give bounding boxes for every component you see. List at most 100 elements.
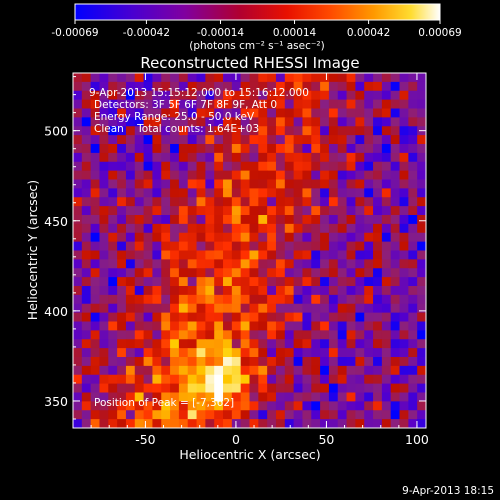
heatmap-cell: [187, 197, 198, 207]
heatmap-cell: [249, 152, 259, 163]
heatmap-cell: [125, 365, 136, 376]
heatmap-cell: [125, 90, 136, 101]
heatmap-cell: [108, 179, 118, 189]
heatmap-cell: [125, 161, 136, 172]
heatmap-cell: [275, 374, 286, 385]
heatmap-cell: [293, 161, 304, 172]
heatmap-cell: [267, 232, 277, 243]
heatmap-cell: [408, 277, 418, 287]
heatmap-cell: [205, 108, 215, 118]
heatmap-cell: [302, 357, 312, 367]
heatmap-cell: [178, 312, 189, 323]
heatmap-cell: [178, 392, 189, 402]
heatmap-cell: [364, 357, 374, 367]
heatmap-cell: [223, 419, 233, 428]
heatmap-cell: [205, 170, 215, 181]
heatmap-cell: [258, 286, 268, 296]
heatmap-cell: [373, 108, 383, 118]
heatmap-cell: [170, 73, 180, 83]
heatmap-cell: [267, 223, 277, 234]
heatmap-cell: [390, 206, 401, 216]
heatmap-cell: [284, 330, 295, 340]
heatmap-cell: [417, 179, 426, 189]
heatmap-cell: [399, 179, 409, 189]
heatmap-cell: [399, 339, 409, 349]
heatmap-cell: [205, 206, 215, 216]
annotation-time-range: 9-Apr-2013 15:15:12.000 to 15:16:12.000: [89, 87, 309, 99]
heatmap-cell: [214, 197, 224, 207]
heatmap-cell: [99, 303, 109, 314]
heatmap-cell: [311, 330, 321, 340]
heatmap-cell: [293, 365, 304, 376]
heatmap-cell: [240, 135, 251, 145]
heatmap-cell: [99, 170, 109, 181]
heatmap-cell: [373, 170, 383, 181]
heatmap-cell: [364, 73, 374, 83]
heatmap-cell: [355, 410, 365, 420]
heatmap-cell: [364, 401, 374, 411]
heatmap-cell: [258, 392, 268, 402]
heatmap-cell: [399, 303, 409, 314]
heatmap-cell: [223, 383, 233, 394]
heatmap-cell: [187, 179, 198, 189]
heatmap-cell: [240, 321, 251, 331]
heatmap-cell: [320, 268, 330, 278]
heatmap-cell: [161, 268, 171, 278]
heatmap-cell: [231, 179, 242, 189]
heatmap-cell: [381, 188, 392, 198]
heatmap-cell: [134, 161, 145, 172]
heatmap-cell: [240, 401, 251, 411]
heatmap-cell: [125, 410, 136, 420]
heatmap-cell: [231, 312, 242, 323]
heatmap-cell: [346, 259, 356, 269]
heatmap-cell: [214, 365, 224, 376]
heatmap-cell: [293, 419, 304, 428]
heatmap-cell: [399, 259, 409, 269]
heatmap-cell: [364, 294, 374, 305]
heatmap-cell: [73, 161, 83, 172]
heatmap-cell: [267, 303, 277, 314]
heatmap-cell: [73, 321, 83, 331]
heatmap-cell: [311, 232, 321, 243]
heatmap-cell: [161, 259, 171, 269]
heatmap-cell: [373, 392, 383, 402]
heatmap-cell: [223, 268, 233, 278]
heatmap-cell: [373, 312, 383, 323]
heatmap-cell: [346, 339, 356, 349]
heatmap-cell: [258, 401, 268, 411]
heatmap-cell: [417, 312, 426, 323]
heatmap-cell: [346, 81, 356, 92]
heatmap-cell: [355, 223, 365, 234]
heatmap-cell: [240, 348, 251, 358]
heatmap-cell: [267, 197, 277, 207]
heatmap-cell: [178, 419, 189, 428]
heatmap-cell: [337, 188, 348, 198]
heatmap-cell: [258, 321, 268, 331]
heatmap-cell: [134, 232, 145, 243]
heatmap-cell: [161, 357, 171, 367]
heatmap-cell: [134, 152, 145, 163]
heatmap-cell: [275, 117, 286, 127]
heatmap-cell: [161, 144, 171, 154]
heatmap-cell: [302, 179, 312, 189]
heatmap-cell: [170, 223, 180, 234]
heatmap-cell: [320, 250, 330, 260]
heatmap-cell: [134, 383, 145, 394]
heatmap-cell: [390, 268, 401, 278]
heatmap-cell: [249, 365, 259, 376]
heatmap-cell: [90, 392, 101, 402]
heatmap-cell: [399, 223, 409, 234]
heatmap-cell: [249, 330, 259, 340]
heatmap-cell: [143, 188, 154, 198]
heatmap-cell: [214, 152, 224, 163]
heatmap-cell: [328, 206, 339, 216]
heatmap-cell: [187, 303, 198, 314]
heatmap-cell: [73, 303, 83, 314]
heatmap-cell: [117, 357, 127, 367]
heatmap-cell: [196, 188, 206, 198]
heatmap-cell: [170, 312, 180, 323]
heatmap-cell: [355, 277, 365, 287]
heatmap-cell: [143, 223, 154, 234]
heatmap-cell: [373, 215, 383, 225]
